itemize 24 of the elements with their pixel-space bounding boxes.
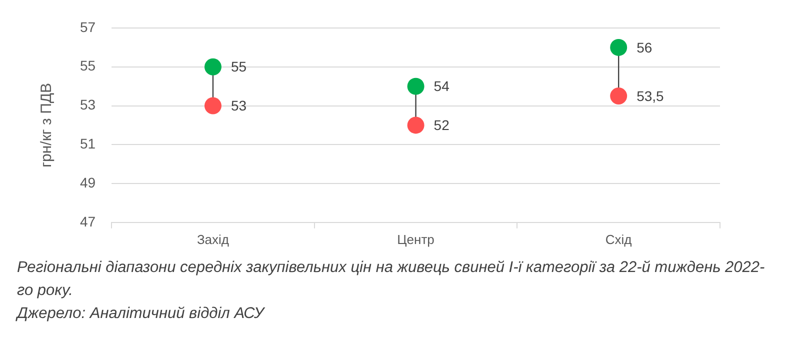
y-tick-label: 53	[80, 96, 96, 113]
x-tick-label: Захід	[196, 232, 230, 247]
data-label: 55	[230, 58, 247, 75]
y-tick-label: 49	[80, 174, 96, 190]
data-label: 53,5	[636, 88, 664, 104]
point	[610, 88, 628, 105]
y-tick-label: 51	[80, 136, 96, 152]
point	[407, 78, 424, 95]
text: Регіональні діапазони середніх закупівельних цін на живець свиней І-ї категорії за 22-й тиждень 2022-го року.	[17, 258, 766, 301]
data-label: 52	[434, 117, 450, 134]
point	[610, 38, 628, 56]
x-tick-label: Схід	[605, 232, 632, 247]
data-label: 54	[434, 78, 450, 94]
y-axis-title: грн/кг з ПДВ	[38, 82, 56, 168]
point	[204, 58, 222, 76]
y-tick-label: 47	[80, 213, 96, 230]
data-label: 56	[636, 39, 652, 56]
y-tick-label: 57	[80, 18, 96, 35]
x-tick-label: Центр	[397, 232, 434, 247]
y-tick-label: 55	[80, 58, 96, 74]
point	[204, 97, 222, 114]
point	[407, 116, 424, 134]
text: Джерело: Аналітичний відділ АСУ	[17, 304, 266, 324]
data-label: 53	[230, 98, 247, 114]
